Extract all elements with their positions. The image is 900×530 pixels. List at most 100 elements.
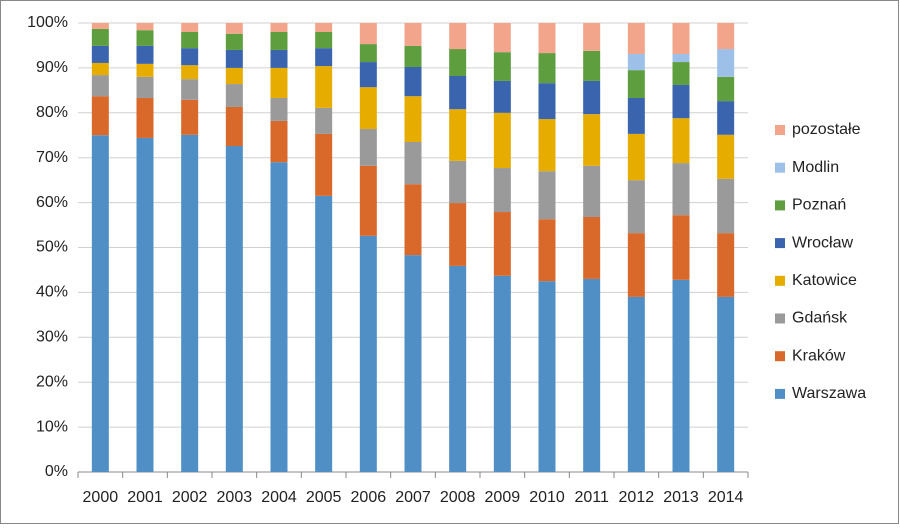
legend-swatch <box>775 238 785 249</box>
bar-segment <box>538 171 556 220</box>
y-tick-label: 50% <box>36 239 68 256</box>
bar-segment <box>225 33 243 50</box>
bar-segment <box>359 23 377 45</box>
bar-segment <box>493 23 511 53</box>
x-tick-label: 2008 <box>440 489 476 506</box>
bar-segment <box>493 212 511 276</box>
bar-segment <box>449 265 467 472</box>
bar-segment <box>181 99 199 135</box>
bar-segment <box>359 62 377 88</box>
bar-segment <box>404 45 422 68</box>
bar-segment <box>538 281 556 472</box>
bar-segment <box>404 141 422 185</box>
bar-segment <box>404 255 422 472</box>
legend-swatch <box>775 313 785 324</box>
bar-segment <box>672 23 690 54</box>
y-tick-label: 70% <box>36 149 68 166</box>
bar-segment <box>449 23 467 50</box>
bar-segment <box>270 162 288 472</box>
bar-segment <box>270 23 288 32</box>
bar-segment <box>136 23 154 31</box>
bar-segment <box>672 163 690 216</box>
bar-segment <box>181 65 199 80</box>
bar-segment <box>627 97 645 134</box>
bar-segment <box>627 233 645 297</box>
bar-segment <box>672 84 690 119</box>
bar-segment <box>717 134 735 179</box>
legend-label: pozostałe <box>792 121 861 138</box>
legend-swatch <box>775 351 785 362</box>
bar-segment <box>359 87 377 129</box>
bar-segment <box>449 49 467 76</box>
legend-swatch <box>775 388 785 399</box>
legend-swatch <box>775 125 785 135</box>
x-tick-label: 2005 <box>306 489 342 506</box>
y-tick-label: 10% <box>36 418 68 435</box>
bar-segment <box>270 120 288 163</box>
bar-segment <box>91 28 109 46</box>
legend-swatch <box>775 200 785 211</box>
bar-segment <box>583 278 601 472</box>
bar-segment <box>315 195 333 473</box>
bar-segment <box>136 76 154 98</box>
x-tick-label: 2007 <box>395 489 431 506</box>
x-tick-label: 2004 <box>261 489 297 506</box>
bar-segment <box>225 84 243 107</box>
bar-segment <box>493 275 511 472</box>
bar-segment <box>672 62 690 85</box>
bar-segment <box>538 119 556 172</box>
bar-segment <box>717 101 735 135</box>
legend-label: Katowice <box>792 272 857 289</box>
bar-segment <box>717 23 735 50</box>
bar-segment <box>315 66 333 108</box>
bar-segment <box>449 75 467 110</box>
y-tick-label: 100% <box>27 14 68 31</box>
y-tick-label: 30% <box>36 329 68 346</box>
y-tick-label: 80% <box>36 104 68 121</box>
bar-segment <box>627 133 645 181</box>
bar-segment <box>449 203 467 266</box>
bar-segment <box>91 75 109 97</box>
bar-segment <box>315 107 333 134</box>
y-tick-label: 0% <box>45 463 68 480</box>
legend-label: Wrocław <box>792 234 853 251</box>
bar-segment <box>181 134 199 472</box>
bar-segment <box>583 80 601 115</box>
bar-segment <box>91 96 109 136</box>
x-tick-label: 2003 <box>217 489 253 506</box>
bar-segment <box>627 296 645 472</box>
bar-segment <box>538 83 556 120</box>
bar-segment <box>136 63 154 77</box>
bar-segment <box>136 137 154 472</box>
bar-segment <box>136 30 154 46</box>
x-tick-label: 2011 <box>574 489 609 506</box>
y-tick-label: 20% <box>36 373 68 390</box>
legend-label: Warszawa <box>792 385 866 402</box>
bar-segment <box>136 45 154 64</box>
legend-label: Gdańsk <box>792 310 848 327</box>
bar-segment <box>270 49 288 68</box>
bar-segment <box>181 23 199 32</box>
bar-segment <box>672 279 690 472</box>
y-tick-label: 40% <box>36 284 68 301</box>
bar-segment <box>493 80 511 113</box>
bar-segment <box>493 112 511 169</box>
bar-segment <box>359 165 377 236</box>
bar-segment <box>583 23 601 51</box>
y-tick-label: 90% <box>36 59 68 76</box>
legend-label: Kraków <box>792 347 846 364</box>
x-tick-label: 2010 <box>529 489 565 506</box>
x-tick-label: 2001 <box>127 489 163 506</box>
x-tick-label: 2009 <box>485 489 521 506</box>
bar-segment <box>315 31 333 49</box>
bar-segment <box>404 67 422 97</box>
bar-segment <box>91 23 109 29</box>
bar-segment <box>270 97 288 121</box>
legend-label: Modlin <box>792 159 839 176</box>
bar-segment <box>270 67 288 98</box>
bar-segment <box>493 168 511 213</box>
bar-segment <box>538 219 556 282</box>
bar-segment <box>359 235 377 472</box>
bar-segment <box>627 70 645 98</box>
